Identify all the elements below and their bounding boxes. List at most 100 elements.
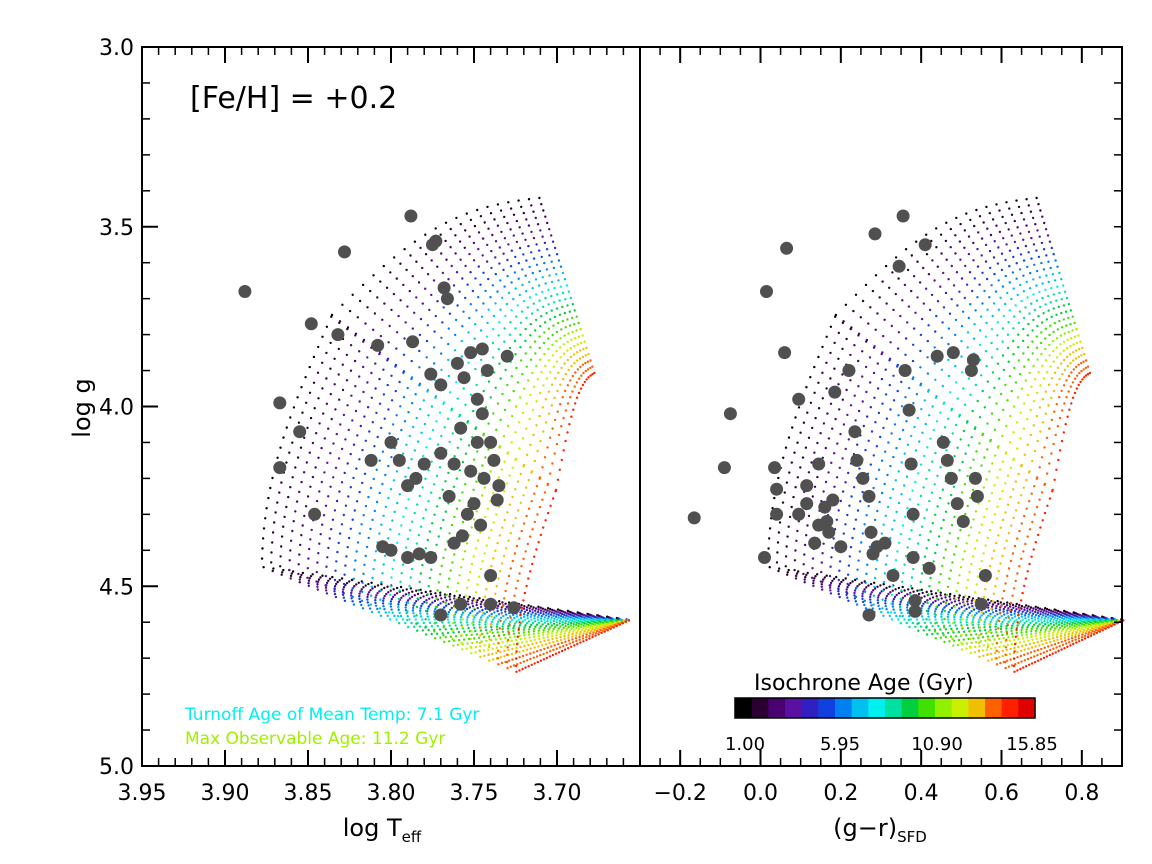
isochrone-point xyxy=(396,541,399,544)
isochrone-point xyxy=(1061,372,1064,376)
isochrone-point xyxy=(1013,670,1016,673)
isochrone-point xyxy=(971,488,975,491)
isochrone-point xyxy=(885,608,888,611)
isochrone-point xyxy=(1017,346,1020,349)
isochrone-point xyxy=(567,639,571,642)
isochrone-point xyxy=(534,329,537,332)
isochrone-point xyxy=(1016,624,1019,627)
isochrone-point xyxy=(556,629,559,632)
isochrone-point xyxy=(1029,621,1032,625)
isochrone-point xyxy=(1019,667,1022,671)
isochrone-point xyxy=(803,581,806,584)
isochrone-point xyxy=(492,658,495,661)
isochrone-point xyxy=(1021,626,1024,629)
isochrone-point xyxy=(814,416,817,420)
isochrone-point xyxy=(307,579,311,582)
isochrone-point xyxy=(403,420,407,423)
isochrone-point xyxy=(988,396,991,399)
isochrone-point xyxy=(972,337,976,340)
isochrone-point xyxy=(389,589,392,592)
isochrone-point xyxy=(543,456,547,459)
isochrone-point xyxy=(566,384,569,387)
isochrone-point xyxy=(827,471,830,474)
isochrone-point xyxy=(936,300,940,303)
isochrone-point xyxy=(381,572,384,575)
isochrone-point xyxy=(899,608,902,612)
isochrone-point xyxy=(443,606,446,609)
isochrone-point xyxy=(435,597,438,600)
isochrone-point xyxy=(537,621,541,625)
isochrone-point xyxy=(793,568,796,572)
isochrone-point xyxy=(937,589,940,592)
isochrone-point xyxy=(960,633,963,637)
isochrone-point xyxy=(996,505,999,508)
isochrone-point xyxy=(552,614,555,617)
isochrone-point xyxy=(881,280,884,283)
isochrone-point xyxy=(995,609,998,613)
isochrone-point xyxy=(529,615,533,619)
isochrone-point xyxy=(1075,387,1079,390)
isochrone-point xyxy=(1025,633,1028,636)
isochrone-point xyxy=(317,456,320,459)
isochrone-point xyxy=(1046,234,1050,237)
isochrone-point xyxy=(1012,327,1015,330)
isochrone-point xyxy=(1045,318,1049,321)
isochrone-point xyxy=(470,622,474,625)
isochrone-point xyxy=(514,327,517,330)
isochrone-point xyxy=(959,438,962,441)
isochrone-point xyxy=(576,616,579,619)
isochrone-point xyxy=(422,621,425,625)
isochrone-point xyxy=(469,303,472,306)
isochrone-point xyxy=(960,605,963,609)
isochrone-point xyxy=(852,309,855,313)
isochrone-point xyxy=(460,624,463,627)
isochrone-point xyxy=(539,625,542,628)
isochrone-point xyxy=(404,606,407,609)
isochrone-point xyxy=(927,607,930,610)
isochrone-point xyxy=(542,341,546,345)
isochrone-point xyxy=(1016,396,1020,399)
isochrone-point xyxy=(895,593,898,597)
isochrone-point xyxy=(567,332,570,335)
isochrone-point xyxy=(1020,522,1023,525)
star-point xyxy=(417,457,431,471)
isochrone-point xyxy=(298,581,301,584)
isochrone-point xyxy=(572,615,576,618)
isochrone-point xyxy=(1041,321,1044,324)
isochrone-point xyxy=(317,578,321,581)
star-point xyxy=(429,234,443,248)
isochrone-point xyxy=(1018,268,1022,271)
isochrone-point xyxy=(1023,648,1026,651)
isochrone-point xyxy=(1011,622,1015,625)
isochrone-point xyxy=(402,515,405,518)
isochrone-point xyxy=(940,597,943,600)
isochrone-point xyxy=(408,618,411,621)
isochrone-point xyxy=(366,593,370,596)
isochrone-point xyxy=(1021,644,1024,648)
isochrone-point xyxy=(552,640,555,644)
isochrone-point xyxy=(1031,329,1034,332)
isochrone-point xyxy=(1035,505,1039,509)
isochrone-point xyxy=(425,339,429,343)
isochrone-point xyxy=(816,475,819,479)
isochrone-point xyxy=(896,347,900,350)
isochrone-point xyxy=(475,309,478,312)
isochrone-point xyxy=(461,491,464,494)
isochrone-point xyxy=(496,203,500,206)
isochrone-point xyxy=(828,584,831,587)
isochrone-point xyxy=(837,357,840,360)
isochrone-point xyxy=(1045,642,1048,645)
isochrone-point xyxy=(879,584,882,587)
isochrone-point xyxy=(828,586,832,589)
isochrone-point xyxy=(948,577,951,580)
star-point xyxy=(946,346,960,360)
isochrone-point xyxy=(1025,198,1028,201)
star-point xyxy=(918,238,932,252)
isochrone-point xyxy=(496,609,499,613)
isochrone-point xyxy=(541,276,544,279)
isochrone-point xyxy=(559,633,562,636)
isochrone-point xyxy=(309,416,313,420)
isochrone-point xyxy=(538,269,541,273)
isochrone-point xyxy=(875,445,879,448)
isochrone-point xyxy=(531,642,534,646)
